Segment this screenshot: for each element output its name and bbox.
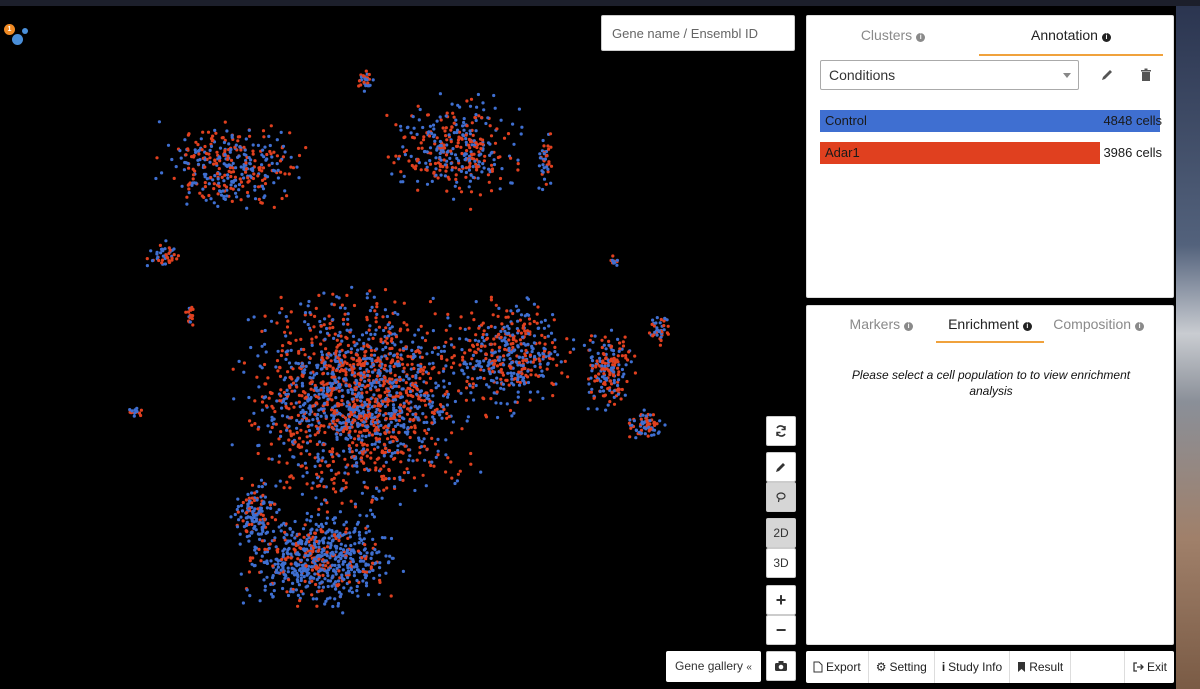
pencil-icon xyxy=(1102,70,1112,80)
tab-enrichment[interactable]: Enrichment i xyxy=(935,306,1045,343)
result-button[interactable]: Result xyxy=(1010,651,1072,683)
logo-dot-icon xyxy=(12,34,23,45)
app-logo[interactable]: 1 xyxy=(4,24,30,48)
camera-icon xyxy=(775,661,787,671)
annotation-select-value: Conditions xyxy=(829,67,896,83)
annotation-select-row: Conditions xyxy=(820,60,1165,92)
logo-dot-small-icon xyxy=(22,28,28,34)
lasso-select-button[interactable] xyxy=(766,482,796,512)
info-i-icon: i xyxy=(941,660,946,674)
tab-markers[interactable]: Markers i xyxy=(827,306,936,343)
annotation-tabs: Clusters i Annotation i xyxy=(807,16,1164,56)
gear-icon: ⚙ xyxy=(875,660,887,674)
setting-label: Setting xyxy=(889,660,927,674)
footer-toolbar: Export ⚙ Setting i Study Info Result Exi… xyxy=(806,651,1174,683)
pencil-icon xyxy=(776,463,785,472)
exit-button[interactable]: Exit xyxy=(1125,651,1174,683)
gene-search-input[interactable] xyxy=(601,15,795,51)
info-icon[interactable]: i xyxy=(1101,33,1111,42)
bookmark-icon xyxy=(1018,662,1026,672)
setting-button[interactable]: ⚙ Setting xyxy=(869,651,935,683)
info-icon[interactable]: i xyxy=(1022,322,1032,331)
gene-gallery-button[interactable]: Gene gallery « xyxy=(666,651,761,682)
analysis-panel: Markers i Enrichment i Composition i Please… xyxy=(806,305,1174,645)
annotation-select[interactable]: Conditions xyxy=(820,60,1079,90)
tab-annotation-label: Annotation xyxy=(1031,27,1098,43)
refresh-icon xyxy=(776,425,786,437)
mode-3d-button[interactable]: 3D xyxy=(766,548,796,578)
delete-annotation-button[interactable] xyxy=(1135,64,1157,86)
study-info-button[interactable]: i Study Info xyxy=(935,651,1011,683)
lasso-icon xyxy=(776,492,786,503)
chevron-up-double-icon: « xyxy=(746,662,752,673)
tab-enrichment-label: Enrichment xyxy=(948,316,1019,332)
info-icon[interactable]: i xyxy=(904,322,914,331)
top-bar xyxy=(0,0,1200,6)
mode-2d-button[interactable]: 2D xyxy=(766,518,796,548)
sign-out-icon xyxy=(1133,662,1144,672)
tab-markers-label: Markers xyxy=(849,316,901,332)
study-info-label: Study Info xyxy=(948,660,1003,674)
chevron-down-icon xyxy=(1063,73,1071,78)
annotation-panel: Clusters i Annotation i Conditions Control… xyxy=(806,15,1174,298)
zoom-out-button[interactable]: − xyxy=(766,615,796,645)
group-bar-adar1: Adar1 xyxy=(820,142,1100,164)
reset-view-button[interactable] xyxy=(766,416,796,446)
notification-badge[interactable]: 1 xyxy=(4,24,15,35)
zoom-in-button[interactable]: + xyxy=(766,585,796,615)
tab-clusters[interactable]: Clusters i xyxy=(807,16,979,56)
group-label: Adar1 xyxy=(825,145,860,160)
enrichment-empty-message: Please select a cell population to to vi… xyxy=(851,368,1131,398)
tab-annotation[interactable]: Annotation i xyxy=(979,16,1163,56)
tab-clusters-label: Clusters xyxy=(860,27,913,43)
info-icon[interactable]: i xyxy=(1135,322,1145,331)
group-row-adar1[interactable]: Adar1 3986 cells xyxy=(820,142,1162,164)
edit-annotation-button[interactable] xyxy=(1096,64,1118,86)
group-row-control[interactable]: Control 4848 cells xyxy=(820,110,1162,132)
umap-scatter-plot[interactable] xyxy=(0,6,800,689)
draw-selection-button[interactable] xyxy=(766,452,796,482)
export-label: Export xyxy=(826,660,861,674)
gene-gallery-label: Gene gallery xyxy=(675,659,744,673)
trash-icon xyxy=(1141,68,1151,81)
group-cell-count: 3986 cells xyxy=(1103,145,1162,160)
file-icon xyxy=(813,661,823,673)
footer-spacer xyxy=(1071,651,1125,683)
result-label: Result xyxy=(1029,660,1064,674)
tab-composition-label: Composition xyxy=(1053,316,1132,332)
exit-label: Exit xyxy=(1146,660,1167,674)
desktop-background xyxy=(1176,6,1200,689)
group-bar-control: Control xyxy=(820,110,1160,132)
info-icon[interactable]: i xyxy=(916,33,926,42)
analysis-tabs: Markers i Enrichment i Composition i xyxy=(827,306,1153,343)
export-button[interactable]: Export xyxy=(806,651,869,683)
screenshot-button[interactable] xyxy=(766,651,796,681)
tab-composition[interactable]: Composition i xyxy=(1044,306,1153,343)
group-cell-count: 4848 cells xyxy=(1103,113,1162,128)
group-label: Control xyxy=(825,113,867,128)
